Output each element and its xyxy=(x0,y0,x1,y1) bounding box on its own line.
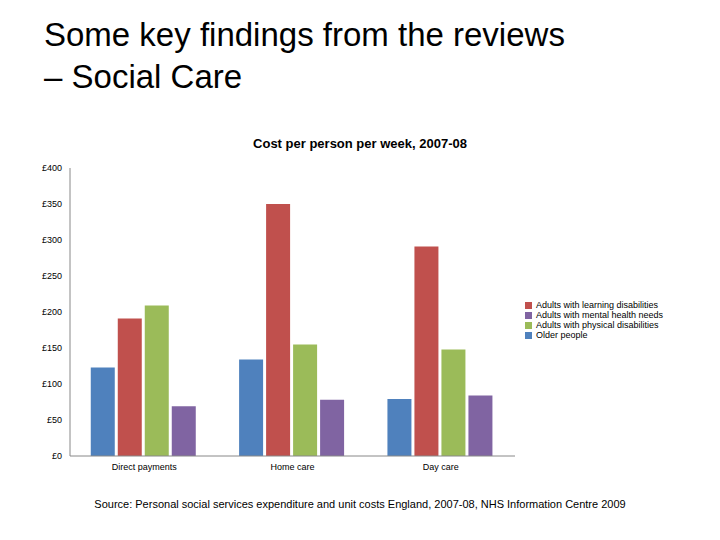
svg-text:£300: £300 xyxy=(42,235,62,245)
html-text:Older people: Older people xyxy=(536,330,588,340)
svg-text:£150: £150 xyxy=(42,343,62,353)
html-text:Adults with physical disabilit: Adults with physical disabilities xyxy=(536,320,659,330)
html-text:Cost per person per week, 2007: Cost per person per week, 2007-08 xyxy=(253,136,467,151)
svg-text:£100: £100 xyxy=(42,379,62,389)
svg-text:£50: £50 xyxy=(47,415,62,425)
svg-text:Home care: Home care xyxy=(270,462,314,472)
html-text:Adults with mental health need: Adults with mental health needs xyxy=(536,310,664,320)
svg-text:Direct payments: Direct payments xyxy=(112,462,178,472)
svg-text:£400: £400 xyxy=(42,163,62,173)
html-text:Source: Personal social servic: Source: Personal social services expendi… xyxy=(94,498,626,510)
svg-text:£200: £200 xyxy=(42,307,62,317)
svg-text:£350: £350 xyxy=(42,199,62,209)
svg-text:£250: £250 xyxy=(42,271,62,281)
html-text:Adults with learning disabilit: Adults with learning disabilities xyxy=(536,300,659,310)
svg-text:£0: £0 xyxy=(52,451,62,461)
svg-text:Day care: Day care xyxy=(423,462,459,472)
html-text:Some key findings from the rev: Some key findings from the reviews xyxy=(44,16,565,53)
html-text:– Social Care: – Social Care xyxy=(44,58,243,95)
